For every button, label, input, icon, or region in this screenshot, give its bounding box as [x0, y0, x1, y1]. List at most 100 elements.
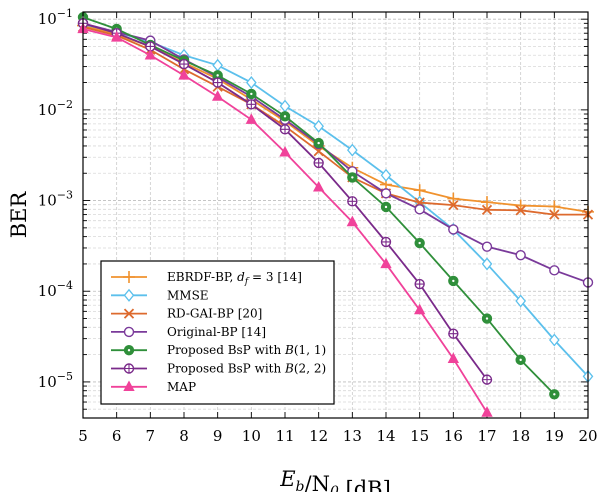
- data-point: [548, 200, 561, 213]
- data-point: [279, 146, 291, 157]
- legend-item: RD-GAI-BP [20]: [111, 307, 262, 321]
- y-tick-label: 10−1: [38, 7, 73, 28]
- data-point: [312, 180, 325, 192]
- data-point: [515, 294, 527, 308]
- data-point: [212, 58, 224, 72]
- legend-label: Proposed BsP with B(1, 1): [167, 343, 326, 357]
- data-point: [313, 157, 324, 169]
- data-point: [380, 257, 392, 269]
- legend-label: MMSE: [167, 288, 209, 302]
- data-point: [178, 58, 190, 70]
- legend-label: RD-GAI-BP [20]: [167, 307, 262, 321]
- x-tick-label: 10: [242, 427, 261, 445]
- legend-item: Proposed BsP with B(1, 1): [111, 343, 326, 357]
- y-tick-label: 10−2: [38, 98, 73, 119]
- y-axis-label: BER: [7, 191, 31, 239]
- data-point: [481, 257, 493, 271]
- x-tick-label: 20: [578, 427, 597, 445]
- y-tick-label: 10−5: [38, 370, 73, 391]
- legend-item: MMSE: [111, 288, 209, 302]
- data-point: [380, 236, 392, 248]
- data-point: [279, 111, 291, 122]
- data-point: [245, 76, 257, 90]
- legend-item: MAP: [111, 380, 196, 394]
- data-point: [414, 278, 425, 290]
- data-point: [448, 224, 459, 235]
- legend-swatch-marker: [123, 380, 135, 391]
- series-6: [77, 22, 493, 417]
- data-point: [515, 354, 526, 366]
- legend-label: Original-BP [14]: [167, 325, 266, 339]
- series-line: [82, 23, 589, 378]
- data-point: [447, 352, 460, 363]
- data-point: [413, 303, 426, 315]
- data-point: [549, 265, 560, 276]
- x-tick-label: 12: [309, 427, 328, 445]
- data-point: [347, 196, 358, 207]
- data-point: [246, 88, 257, 100]
- legend-label: Proposed BsP with B(2, 2): [167, 362, 326, 376]
- series-line: [82, 22, 589, 284]
- data-point: [212, 77, 223, 88]
- x-tick-label: 13: [343, 427, 362, 445]
- data-point: [110, 31, 123, 42]
- data-point: [413, 184, 426, 197]
- legend-swatch-marker: [123, 326, 135, 338]
- x-tick-label: 17: [477, 427, 496, 445]
- y-tick-label: 10−4: [38, 279, 73, 300]
- data-point: [481, 241, 493, 252]
- x-tick-label: 7: [146, 427, 156, 445]
- series-line: [82, 26, 588, 216]
- data-point: [145, 41, 156, 52]
- x-tick-label: 14: [376, 427, 395, 445]
- series-2: [77, 21, 594, 220]
- legend-swatch-marker: [123, 308, 135, 319]
- data-point: [549, 209, 560, 220]
- legend: EBRDF-BP, df = 3 [14]MMSE RD-GAI-BP [20] O…: [100, 260, 335, 405]
- data-point: [481, 406, 493, 417]
- x-axis-label: Eb/N0 [dB]: [279, 467, 391, 492]
- x-tick-label: 11: [275, 427, 294, 445]
- legend-item: Original-BP [14]: [111, 325, 266, 339]
- legend-swatch-marker: [123, 271, 135, 283]
- x-tick-label: 18: [511, 427, 530, 445]
- legend-swatch-marker: [123, 363, 135, 374]
- plot-frame: [82, 11, 589, 419]
- data-point: [380, 188, 392, 199]
- legend-item: EBRDF-BP, df = 3 [14]: [111, 270, 302, 287]
- data-point: [515, 249, 526, 261]
- y-tick-labels: 10−1 10−2 10−3 10−4 10−5: [38, 7, 73, 391]
- x-tick-label: 16: [444, 427, 463, 445]
- data-point: [211, 90, 224, 101]
- data-point: [313, 119, 325, 133]
- data-point: [447, 192, 460, 205]
- x-tick-label: 9: [213, 427, 223, 445]
- x-tick-label: 19: [545, 427, 564, 445]
- data-point: [279, 124, 291, 135]
- data-point: [178, 69, 190, 80]
- x-tick-label: 6: [112, 427, 122, 445]
- data-point: [481, 196, 493, 209]
- legend-label: EBRDF-BP, df = 3 [14]: [167, 270, 302, 287]
- legend-item: Proposed BsP with B(2, 2): [111, 362, 326, 376]
- x-tick-labels: 5 6 7 8 9 10 11 12 13 14 15 16 17 18 19 20: [78, 427, 597, 445]
- data-point: [347, 172, 358, 183]
- data-point: [515, 205, 526, 216]
- y-tick-label: 10−3: [38, 189, 73, 210]
- data-point: [414, 204, 425, 215]
- data-point: [481, 313, 493, 324]
- data-point: [380, 168, 392, 182]
- data-point: [548, 333, 560, 347]
- data-point: [346, 215, 359, 227]
- data-point: [448, 328, 459, 339]
- data-point: [448, 199, 459, 211]
- data-point: [346, 143, 358, 157]
- data-point: [380, 201, 392, 213]
- data-point: [481, 204, 493, 215]
- data-point: [414, 237, 425, 249]
- data-point: [245, 113, 258, 124]
- series-group: [77, 12, 594, 417]
- x-tick-label: 15: [410, 427, 429, 445]
- legend-label: MAP: [167, 380, 196, 394]
